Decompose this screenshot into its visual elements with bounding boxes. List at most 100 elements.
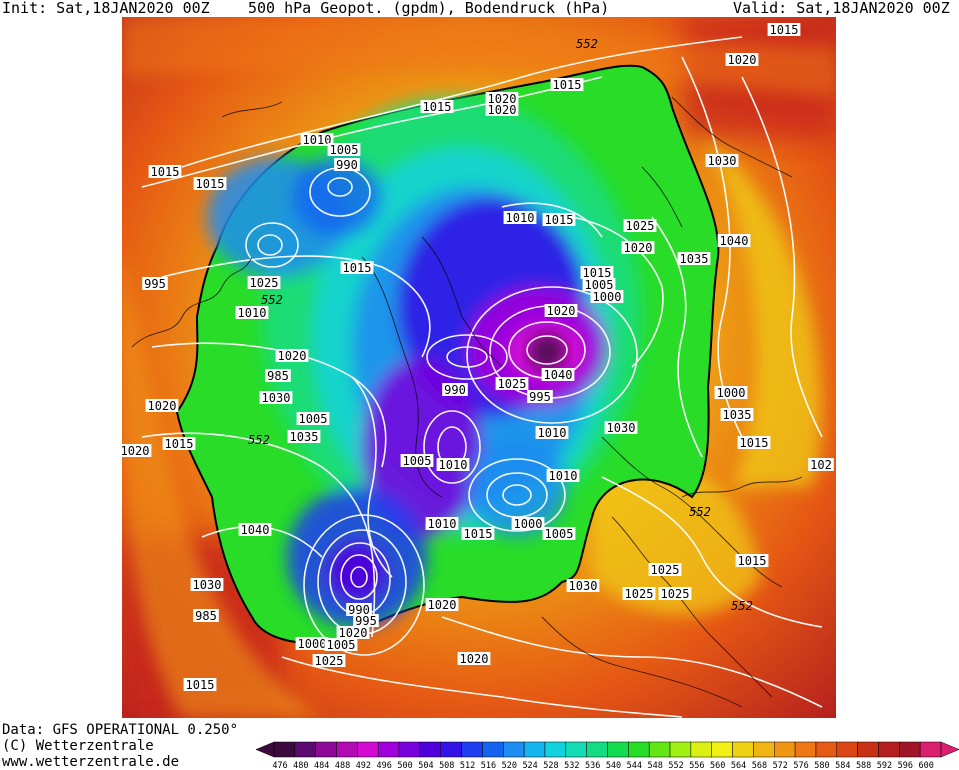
svg-text:1010: 1010 <box>439 458 468 472</box>
legend-tick-label: 556 <box>689 761 704 770</box>
legend-swatch <box>419 741 441 758</box>
svg-text:1015: 1015 <box>151 165 180 179</box>
svg-text:1005: 1005 <box>327 638 356 652</box>
legend-tick-label: 576 <box>793 761 808 770</box>
legend-swatch <box>607 741 629 758</box>
svg-text:1010: 1010 <box>428 517 457 531</box>
isobars <box>141 36 823 718</box>
legend-tick-label: 572 <box>773 761 788 770</box>
svg-text:1030: 1030 <box>607 421 636 435</box>
legend-swatch <box>315 741 337 758</box>
isobar-label: 1015 <box>162 437 196 451</box>
isobar-label: 1005 <box>327 143 361 157</box>
isobar-label: 1000 <box>295 637 329 651</box>
svg-text:1040: 1040 <box>544 368 573 382</box>
svg-text:1025: 1025 <box>651 563 680 577</box>
svg-text:1015: 1015 <box>423 100 452 114</box>
legend-tick-label: 540 <box>606 761 621 770</box>
legend-tick-label: 524 <box>522 761 537 770</box>
isobar-label: 1020 <box>457 652 491 666</box>
legend-swatch <box>836 741 858 758</box>
isobar-label: 1005 <box>296 412 330 426</box>
svg-text:1020: 1020 <box>547 304 576 318</box>
isobar-label: 995 <box>527 390 553 404</box>
isobar-label: 1015 <box>193 177 227 191</box>
svg-text:1040: 1040 <box>720 234 749 248</box>
isobar-label: 1010 <box>535 426 569 440</box>
legend-tick-label: 516 <box>481 761 496 770</box>
legend-tick-label: 512 <box>460 761 475 770</box>
isobar-label: 1040 <box>541 368 575 382</box>
isobar-label: 1025 <box>495 377 529 391</box>
svg-text:1015: 1015 <box>186 678 215 692</box>
legend-swatch <box>357 741 379 758</box>
legend-max-arrow <box>940 741 959 758</box>
legend-swatch <box>482 741 504 758</box>
svg-text:995: 995 <box>355 614 377 628</box>
isobar-label: 1015 <box>183 678 217 692</box>
valid-time: Valid: Sat,18JAN2020 00Z <box>733 0 950 17</box>
svg-text:1015: 1015 <box>165 437 194 451</box>
svg-text:1015: 1015 <box>553 78 582 92</box>
isobar-label: 1015 <box>148 165 182 179</box>
legend-swatch <box>919 741 942 758</box>
svg-text:552: 552 <box>261 293 283 307</box>
svg-text:1025: 1025 <box>250 276 279 290</box>
svg-text:1025: 1025 <box>661 587 690 601</box>
isobar-label: 1030 <box>259 391 293 405</box>
isobar-label: 1000 <box>714 386 748 400</box>
svg-text:1030: 1030 <box>193 578 222 592</box>
isobar-label: 1035 <box>720 408 754 422</box>
legend-swatch <box>648 741 671 758</box>
legend-tick-label: 564 <box>731 761 746 770</box>
svg-text:990: 990 <box>444 383 466 397</box>
isobar-label: 1010 <box>436 458 470 472</box>
legend-swatch <box>273 741 296 758</box>
legend-tick-label: 536 <box>585 761 600 770</box>
isobar-label: 1025 <box>312 654 346 668</box>
legend-tick-label: 504 <box>418 761 433 770</box>
isobar-label: 552 <box>576 37 598 51</box>
isobar-label: 1005 <box>400 454 434 468</box>
legend-swatch <box>690 741 712 758</box>
svg-text:1020: 1020 <box>278 349 307 363</box>
isobar-label: 1025 <box>247 276 281 290</box>
svg-text:1020: 1020 <box>728 53 757 67</box>
color-legend: 476 480 484 488 492 496 500 504 508 512 516 520 524 5… <box>256 741 959 770</box>
isobar-label: 990 <box>334 158 360 172</box>
svg-text:1020: 1020 <box>460 652 489 666</box>
legend-tick-label: 520 <box>502 761 517 770</box>
legend-tick-label: 528 <box>543 761 558 770</box>
svg-text:995: 995 <box>144 277 166 291</box>
svg-text:1020: 1020 <box>122 444 149 458</box>
svg-text:1015: 1015 <box>464 527 493 541</box>
data-source: Data: GFS OPERATIONAL 0.250° <box>2 722 239 738</box>
legend-tick-label: 560 <box>710 761 725 770</box>
legend-tick-label: 568 <box>752 761 767 770</box>
legend-swatch <box>377 741 400 758</box>
isobar-label: 552 <box>248 433 270 447</box>
legend-min-arrow <box>256 741 275 758</box>
legend-swatch <box>774 741 796 758</box>
isobar-label: 1015 <box>420 100 454 114</box>
isobar-label: 1020 <box>122 444 152 458</box>
svg-text:1020: 1020 <box>488 103 517 117</box>
svg-text:552: 552 <box>689 505 711 519</box>
isobar-label: 1015 <box>580 266 614 280</box>
chart-title: 500 hPa Geopot. (gpdm), Bodendruck (hPa) <box>248 0 610 17</box>
svg-text:552: 552 <box>731 599 753 613</box>
svg-text:1015: 1015 <box>770 23 799 37</box>
legend-tick-label: 552 <box>668 761 683 770</box>
svg-text:1030: 1030 <box>569 579 598 593</box>
isobar-label: 1030 <box>566 579 600 593</box>
svg-text:1020: 1020 <box>339 626 368 640</box>
isobar-label: 1035 <box>287 430 321 444</box>
svg-text:1020: 1020 <box>428 598 457 612</box>
isobar-label: 1010 <box>300 133 334 147</box>
isobar-label: 1020 <box>621 241 655 255</box>
legend-swatch <box>440 741 462 758</box>
svg-text:1025: 1025 <box>315 654 344 668</box>
isobar-labels: 5521015102010151015102010201010100599010… <box>122 23 834 692</box>
legend-swatch <box>857 741 879 758</box>
isobar-label: 1015 <box>542 213 576 227</box>
